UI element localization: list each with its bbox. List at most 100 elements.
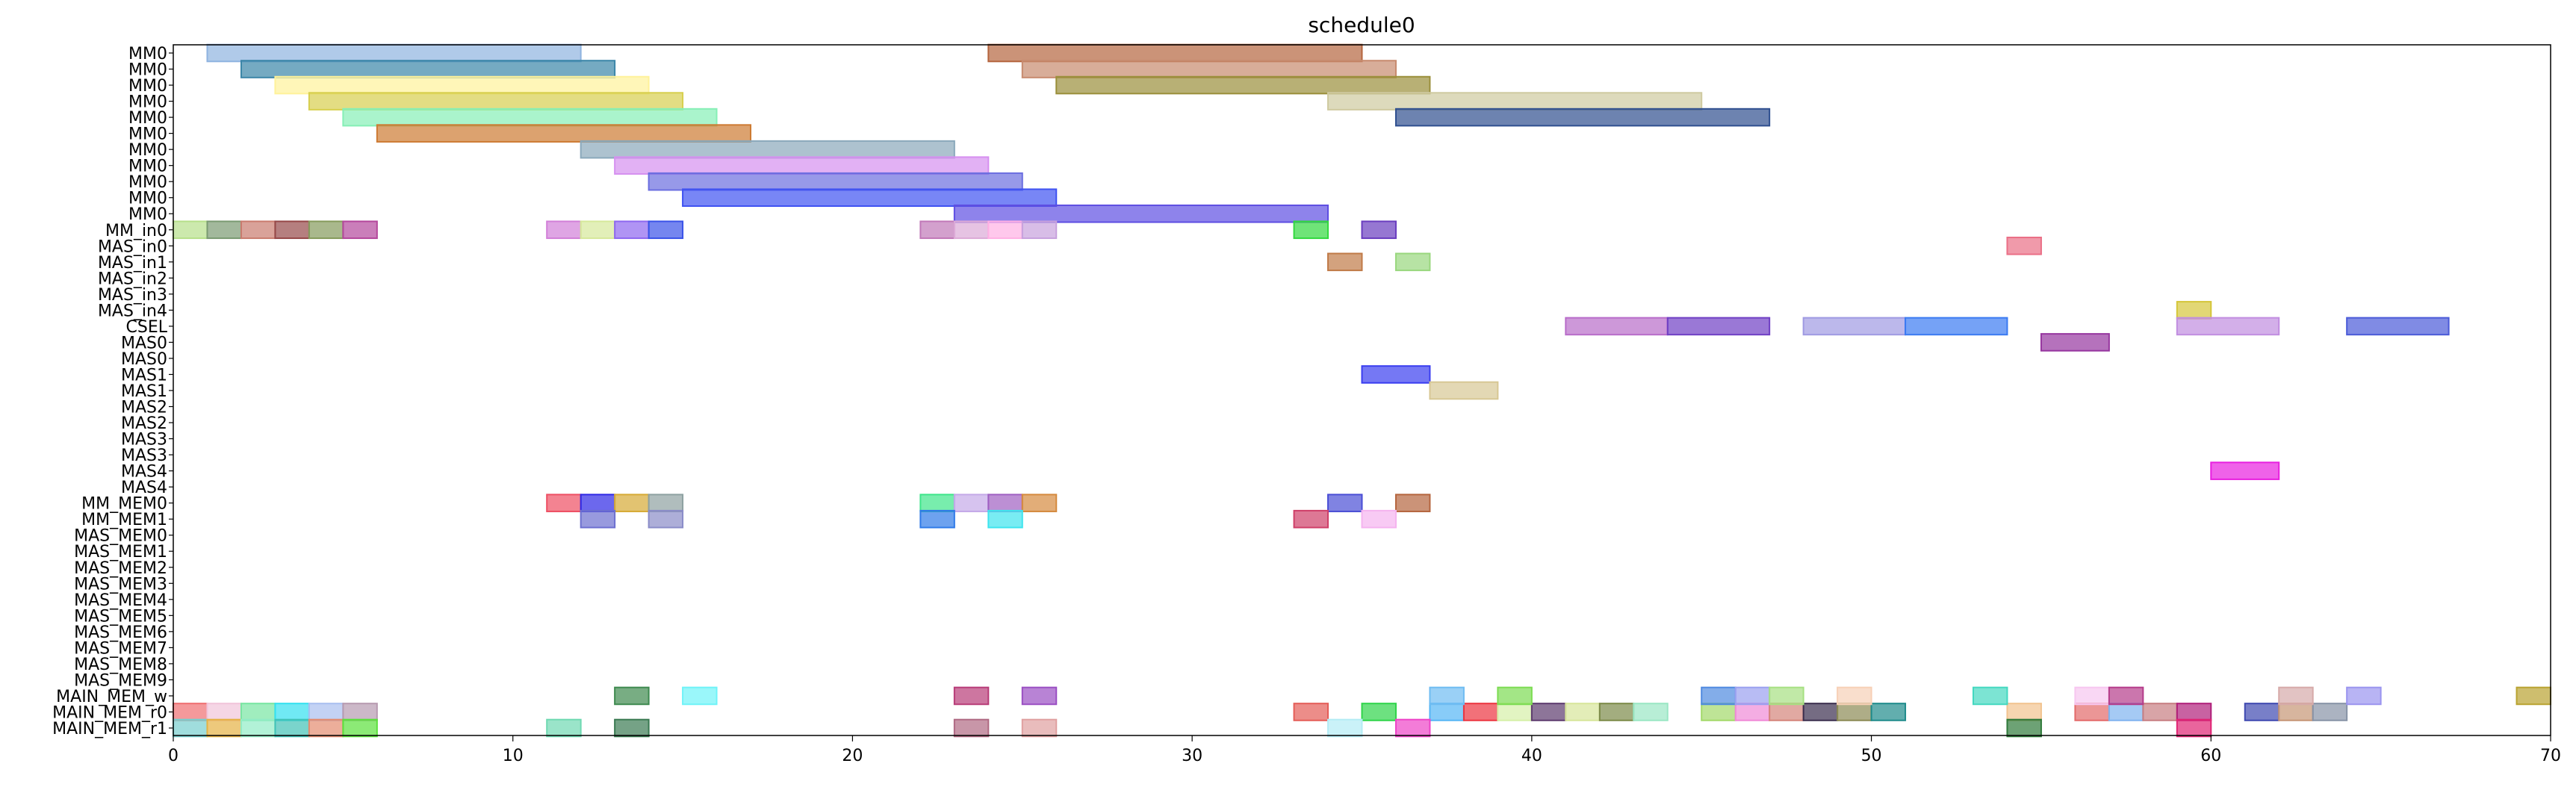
gantt-bar [580, 220, 616, 240]
y-tick-label: MAS2 [121, 414, 167, 433]
y-tick-label: MAS0 [121, 334, 167, 352]
y-tick-label: MM_MEM0 [81, 495, 167, 514]
gantt-bar [342, 108, 718, 127]
gantt-bar [342, 703, 378, 721]
gantt-bar [2108, 703, 2144, 721]
gantt-bar [240, 220, 276, 240]
gantt-bar [206, 43, 582, 63]
y-tick-label: MM0 [128, 173, 167, 192]
gantt-bar [546, 494, 582, 512]
x-tick-label: 30 [1182, 747, 1202, 765]
gantt-bar [1565, 703, 1601, 721]
y-tick-label: MAS_MEM8 [74, 656, 167, 674]
gantt-bar [1870, 703, 1907, 721]
x-axis: 0 10 20 30 40 50 60 70 [168, 735, 2561, 765]
y-tick-label: CSEL [126, 318, 168, 337]
gantt-bar [987, 509, 1023, 529]
gantt-bar [953, 718, 990, 738]
y-tick-label: MM_in0 [105, 222, 167, 240]
gantt-bar [580, 140, 955, 159]
y-tick-label: MAS2 [121, 399, 167, 417]
gantt-bar [2108, 686, 2144, 706]
gantt-bar [648, 172, 1023, 191]
chart-title: schedule0 [1308, 13, 1415, 37]
y-tick-label: MM0 [128, 141, 167, 160]
gantt-bar [1734, 703, 1771, 721]
gantt-bar [308, 220, 344, 240]
gantt-bar [1769, 703, 1804, 721]
gantt-bar [376, 124, 752, 143]
y-tick-label: MAS_MEM2 [74, 559, 167, 578]
gantt-bar [1327, 718, 1363, 738]
gantt-bar [919, 494, 955, 512]
y-tick-label: MAS_in0 [98, 237, 167, 256]
gantt-bar [1837, 686, 1872, 706]
gantt-bar [614, 156, 990, 175]
x-tick-label: 40 [1521, 747, 1542, 765]
y-tick-label: MM0 [128, 158, 167, 176]
y-tick-label: MM0 [128, 125, 167, 144]
gantt-bar [1394, 494, 1431, 512]
gantt-bar [1293, 220, 1329, 240]
gantt-bar [342, 718, 378, 738]
gantt-bar [953, 220, 990, 240]
gantt-bar [1598, 703, 1635, 721]
gantt-bar [546, 220, 582, 240]
y-tick-label: MM0 [128, 190, 167, 208]
gantt-bar [206, 718, 242, 738]
gantt-bar [1497, 686, 1533, 706]
y-tick-label: MAS_in4 [98, 302, 167, 320]
x-tick-label: 20 [842, 747, 863, 765]
gantt-bar [648, 509, 684, 529]
gantt-bar [919, 509, 955, 529]
x-tick-label: 60 [2200, 747, 2221, 765]
y-tick-label: MAS_MEM0 [74, 527, 167, 546]
gantt-bar [580, 509, 616, 529]
gantt-bar [2176, 317, 2280, 336]
gantt-bar [274, 703, 310, 721]
gantt-bar [2346, 686, 2382, 706]
gantt-bar [1429, 703, 1465, 721]
gantt-bar [1769, 686, 1804, 706]
gantt-bar [1327, 252, 1363, 272]
gantt-bar [1565, 317, 1669, 336]
gantt-bar [614, 686, 650, 706]
gantt-bar [2074, 703, 2110, 721]
x-tick-label: 70 [2540, 747, 2561, 765]
y-tick-label: MAS_MEM5 [74, 607, 167, 626]
y-tick-label: MM0 [128, 93, 167, 112]
gantt-bar [1633, 703, 1669, 721]
gantt-bar [1429, 686, 1465, 706]
gantt-bar [614, 220, 650, 240]
y-tick-label: MM0 [128, 77, 167, 96]
x-tick-label: 50 [1861, 747, 1882, 765]
gantt-bar [274, 75, 650, 95]
y-tick-label: MM0 [128, 45, 167, 63]
gantt-bar [1021, 718, 1058, 738]
gantt-bar [1361, 703, 1397, 721]
gantt-bar [308, 703, 344, 721]
gantt-bar [1802, 317, 1907, 336]
gantt-bar [240, 718, 276, 738]
gantt-bar [1394, 718, 1431, 738]
gantt-bar [1293, 703, 1329, 721]
gantt-bar [2346, 317, 2450, 336]
y-tick-label: MAS_MEM6 [74, 623, 167, 642]
gantt-bar [1837, 703, 1872, 721]
x-tick-label: 0 [168, 747, 179, 765]
gantt-bar [240, 703, 276, 721]
gantt-bar [1701, 686, 1737, 706]
gantt-bar [1734, 686, 1771, 706]
y-tick-label: MAS1 [121, 382, 167, 401]
gantt-bar [953, 204, 1329, 223]
gantt-bar [1666, 317, 1771, 336]
y-tick-label: MAIN_MEM_r1 [52, 720, 167, 738]
y-tick-label: MAS_MEM4 [74, 591, 167, 610]
y-axis-labels: MM0MM0MM0MM0MM0MM0MM0MM0MM0MM0MM0MM_in0M… [52, 45, 173, 738]
y-tick-label: MAIN_MEM_r0 [52, 703, 167, 722]
gantt-bar [1394, 252, 1431, 272]
gantt-bar [308, 92, 684, 111]
gantt-bar [2176, 718, 2212, 738]
y-tick-label: MAS_in1 [98, 254, 167, 273]
gantt-bar [953, 686, 990, 706]
